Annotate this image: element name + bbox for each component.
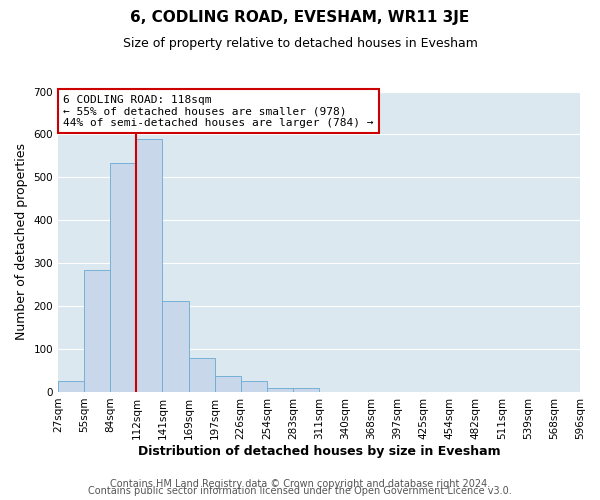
Text: Size of property relative to detached houses in Evesham: Size of property relative to detached ho…	[122, 38, 478, 51]
Bar	[58, 381, 84, 392]
Bar	[267, 388, 293, 392]
Bar	[241, 381, 267, 392]
Text: Contains public sector information licensed under the Open Government Licence v3: Contains public sector information licen…	[88, 486, 512, 496]
X-axis label: Distribution of detached houses by size in Evesham: Distribution of detached houses by size …	[138, 444, 500, 458]
Bar	[163, 300, 188, 392]
Bar	[188, 358, 215, 392]
Bar	[110, 163, 136, 392]
Text: 6 CODLING ROAD: 118sqm
← 55% of detached houses are smaller (978)
44% of semi-de: 6 CODLING ROAD: 118sqm ← 55% of detached…	[63, 94, 374, 128]
Text: 6, CODLING ROAD, EVESHAM, WR11 3JE: 6, CODLING ROAD, EVESHAM, WR11 3JE	[130, 10, 470, 25]
Bar	[293, 388, 319, 392]
Bar	[84, 270, 110, 392]
Bar	[136, 138, 163, 392]
Bar	[215, 376, 241, 392]
Y-axis label: Number of detached properties: Number of detached properties	[15, 143, 28, 340]
Text: Contains HM Land Registry data © Crown copyright and database right 2024.: Contains HM Land Registry data © Crown c…	[110, 479, 490, 489]
